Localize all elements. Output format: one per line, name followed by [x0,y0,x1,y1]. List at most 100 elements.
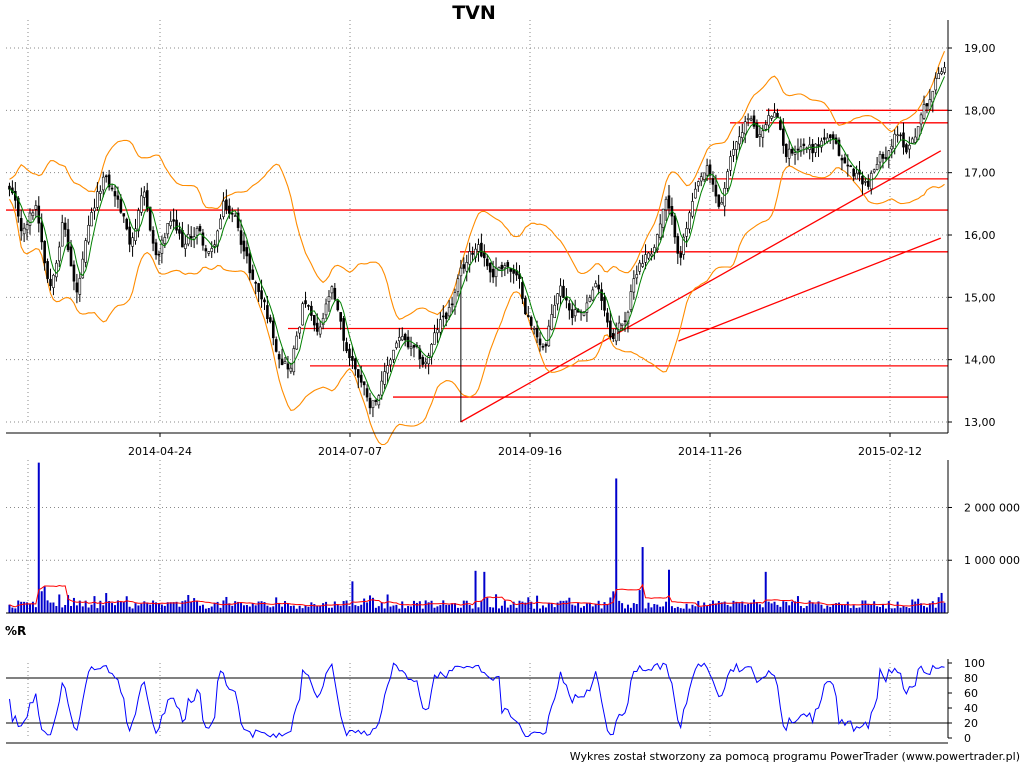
price-candle [556,293,559,311]
price-candle [49,268,52,291]
price-candle [532,325,536,335]
bollinger-upper-band [9,50,946,320]
price-candle [855,165,858,180]
volume-bar [917,598,920,613]
volume-bar [703,602,706,613]
price-candle [641,254,644,268]
volume-bar [758,604,761,613]
candle-body [371,400,375,408]
volume-bar [817,601,820,613]
candle-body [324,303,328,316]
candle-body [623,320,627,323]
candle-body [222,200,225,218]
candle-body [87,224,90,243]
price-candle [436,318,439,343]
volume-bar [389,606,392,613]
volume-bar [562,600,565,613]
price-candle [345,337,348,354]
volume-bar [307,606,310,613]
volume-bar [685,603,688,613]
volume-bar [310,602,313,613]
volume-bar [527,597,530,613]
price-candle [143,186,146,206]
price-candle [480,233,483,258]
volume-bar [667,569,670,613]
volume-bar [96,608,99,613]
price-candle [694,182,697,199]
price-candle [653,244,656,260]
volume-bar [31,601,34,613]
volume-panel [8,462,946,613]
candle-body [186,233,190,245]
volume-bar [301,608,304,613]
volume-bar [395,604,398,613]
volume-bar [336,605,339,613]
price-candle [471,246,474,262]
candle-body [573,309,577,317]
price-candle [301,301,304,326]
price-candle [154,238,158,260]
price-candle [831,131,835,150]
candle-body [503,265,507,269]
candle-body [213,244,216,247]
candle-body [351,356,354,361]
volume-bar [843,604,846,613]
volume-bar [316,605,319,613]
candle-body [840,157,844,161]
price-candle [688,210,691,234]
price-candle [861,171,864,195]
volume-bar [943,602,946,613]
candle-body [477,244,480,252]
price-candle [93,198,96,220]
volume-bar [222,600,225,613]
candle-body [19,218,23,232]
volume-bar [28,604,31,613]
price-candle [468,242,471,273]
price-candle [52,273,55,296]
volume-bar [550,603,553,613]
price-candle [629,284,633,313]
candle-body [392,349,395,360]
price-candle [708,159,712,184]
volume-bar [289,606,292,613]
volume-bar [175,601,178,613]
candle-body [263,299,266,303]
volume-bar [881,603,884,613]
volume-bar [741,601,744,613]
volume-bar [814,604,817,613]
candle-body [339,312,342,322]
price-candle [828,133,832,144]
volume-bar [714,603,717,613]
trend-line [678,237,942,342]
volume-bar [210,606,213,613]
price-candle [19,209,23,241]
volume-bar [688,608,691,613]
price-candle [104,174,108,183]
volume-bar [629,607,632,613]
price-candle [635,265,639,285]
volume-bar [412,600,415,613]
wr-tick-label: 20 [964,717,978,730]
volume-bar [234,601,237,613]
volume-bar [483,571,486,613]
candle-body [676,236,680,254]
volume-bar [34,607,37,613]
candle-body [201,232,205,246]
price-candle [843,153,847,164]
volume-bar [67,595,70,613]
volume-bar [404,608,407,613]
candle-body [770,116,773,119]
candle-body [553,304,556,318]
volume-bar [49,602,52,613]
price-candle [456,274,460,297]
price-candle [676,233,680,265]
volume-bar [248,606,251,613]
candle-body [922,104,926,119]
price-candle [55,260,58,282]
candle-body [612,332,615,339]
wr-tick-label: 80 [964,672,978,685]
volume-bar [794,601,797,613]
volume-bar [838,602,841,613]
volume-bar [876,606,879,613]
